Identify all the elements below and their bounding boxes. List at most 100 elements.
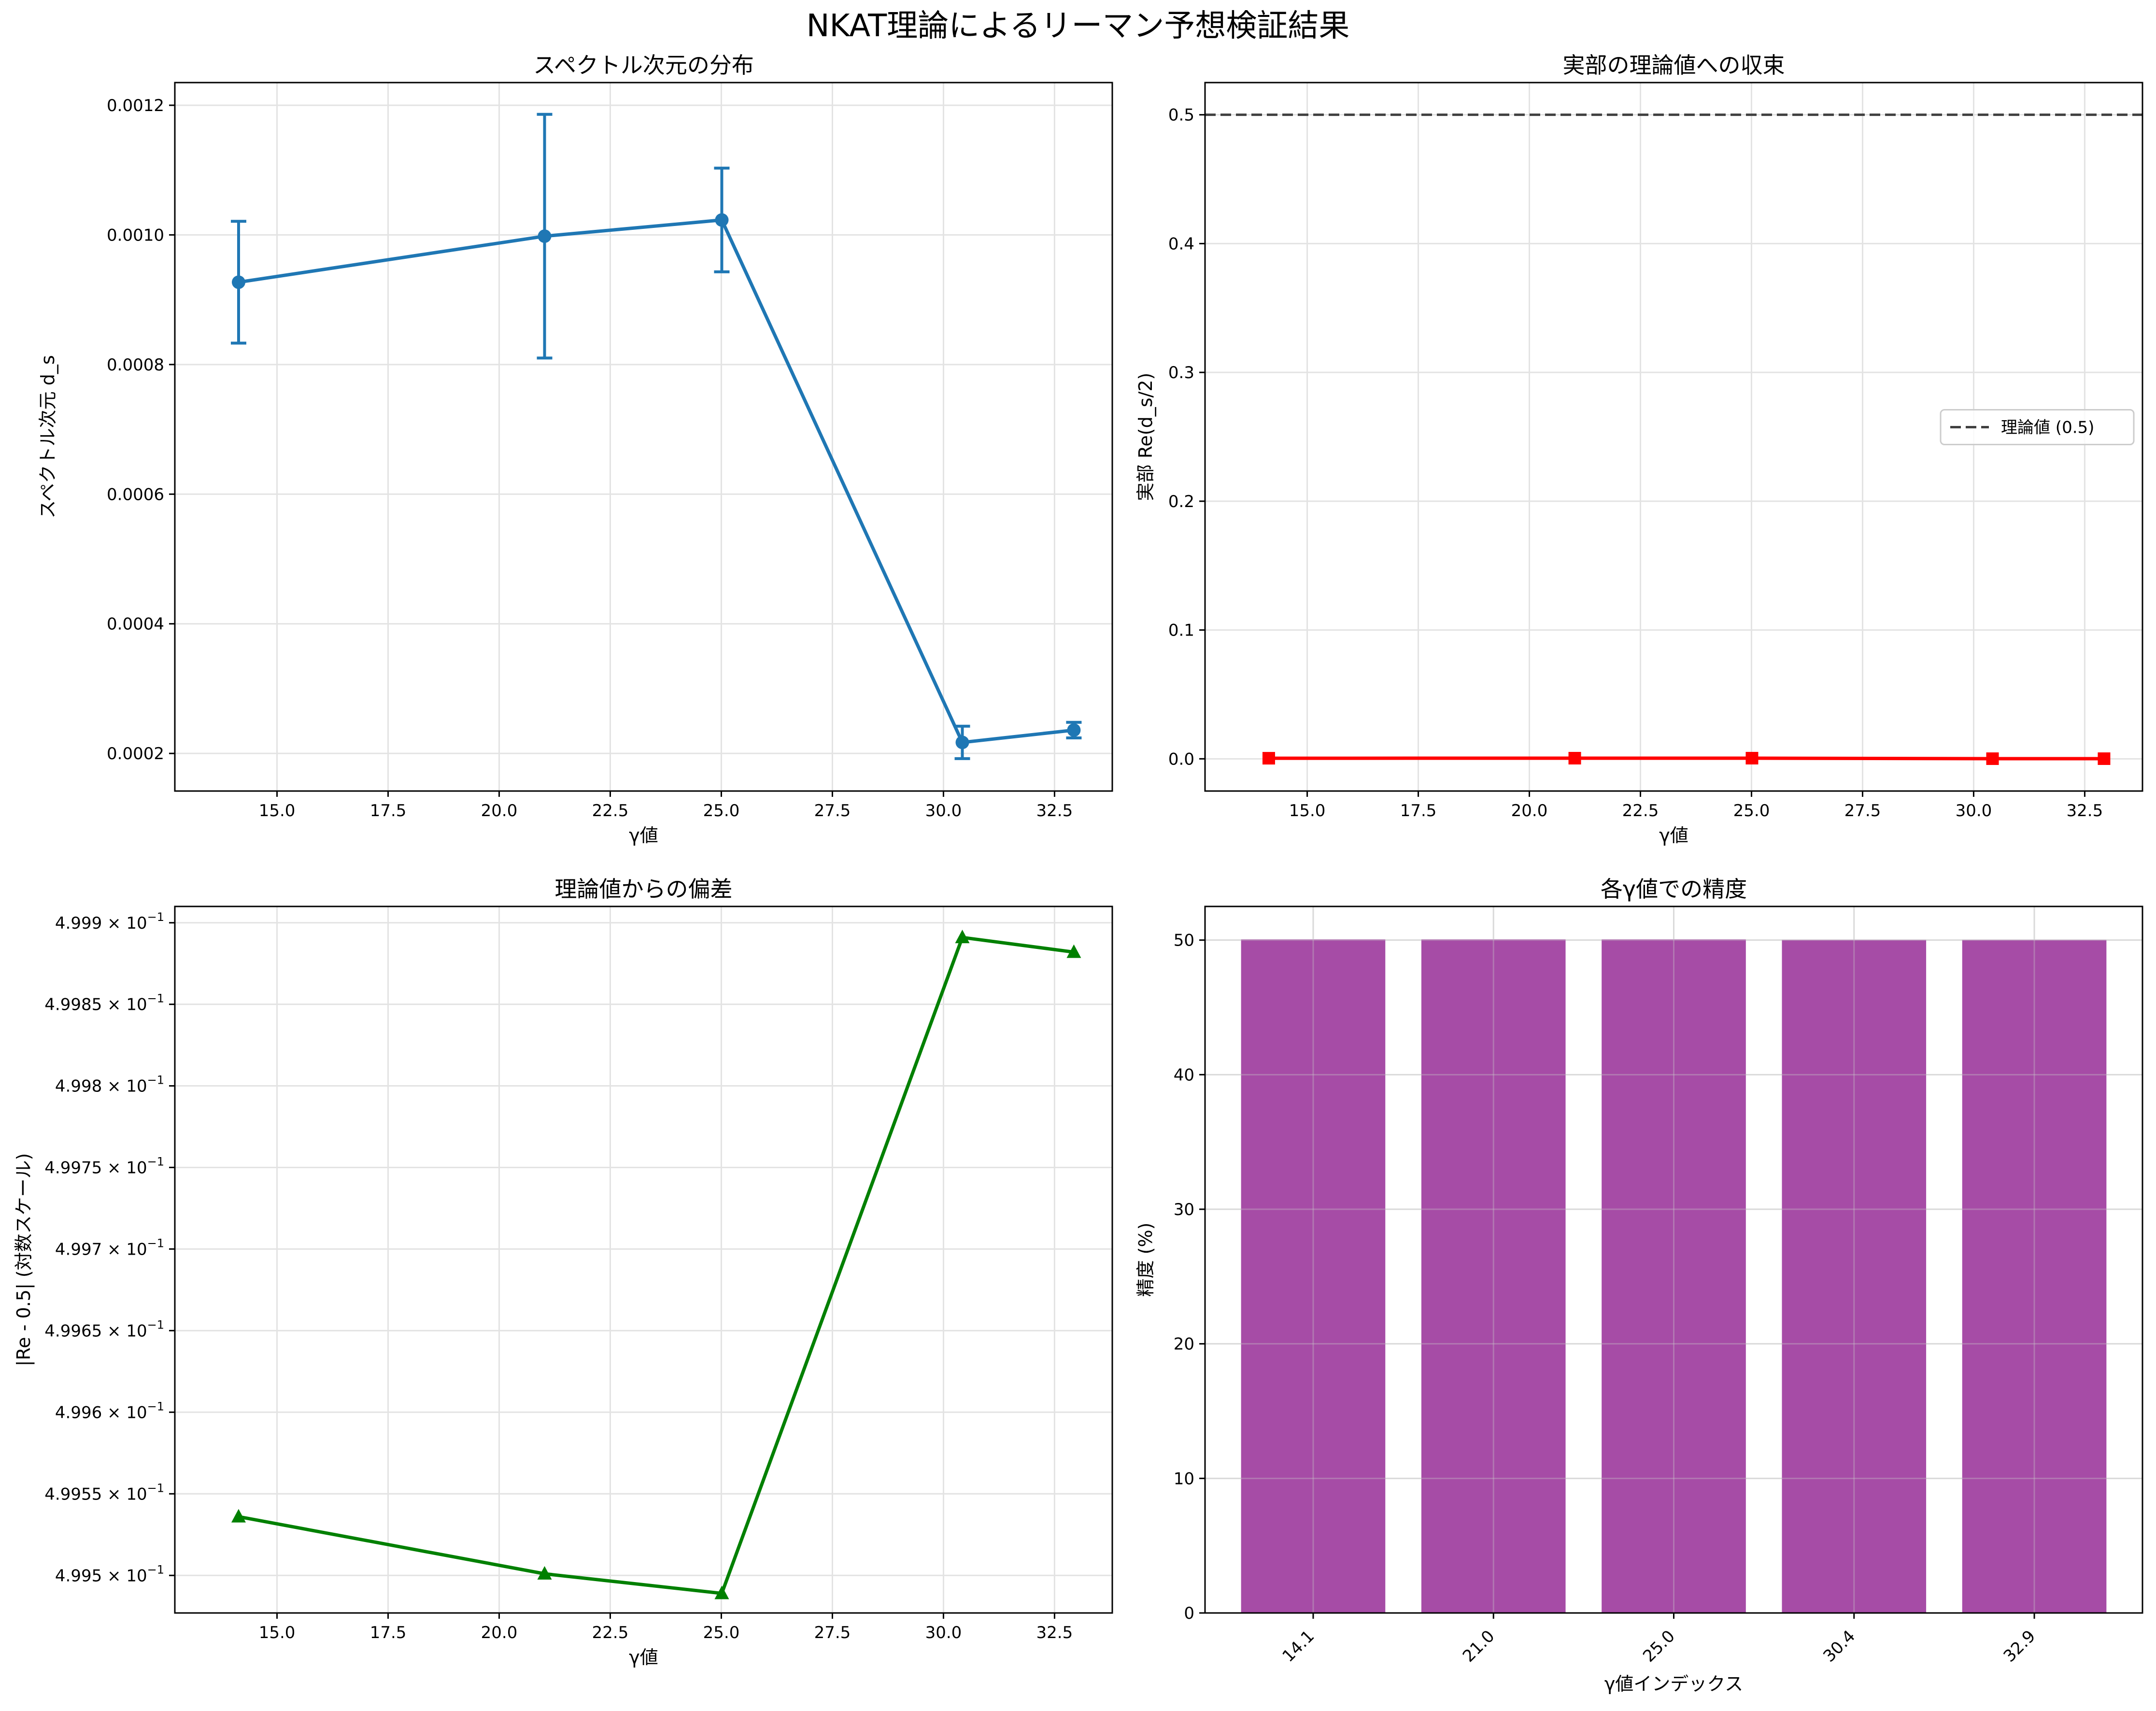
y-tick-mantissa: 4.997 — [55, 1240, 107, 1259]
y-tick-label: 30 — [1174, 1200, 1194, 1219]
bar — [1241, 939, 1386, 1613]
x-tick-label: 25.0 — [703, 1623, 740, 1642]
y-tick-label: 0.0008 — [107, 355, 164, 375]
subplot-title: 実部の理論値への収束 — [1563, 52, 1785, 78]
y-tick-label: 4.9965 × 10−1 — [44, 1318, 164, 1341]
y-tick-label: 4.9955 × 10−1 — [44, 1481, 164, 1504]
data-point — [955, 930, 970, 944]
data-point — [231, 1509, 246, 1523]
y-tick-label: 0.5 — [1168, 106, 1194, 125]
y-tick-label: 4.995 × 10−1 — [55, 1563, 164, 1585]
y-axis-label: 実部 Re(d_s/2) — [1135, 373, 1156, 501]
data-point — [1745, 751, 1759, 764]
y-tick-base: × 10 — [107, 1403, 147, 1422]
x-axis-label: γ値 — [629, 825, 658, 846]
y-tick-label: 0.4 — [1168, 234, 1194, 254]
series-line — [1268, 756, 2104, 761]
bar — [1782, 940, 1927, 1613]
subplot-2: 15.0 17.5 20.0 22.5 25.0 27.5 30.0 32.5 0.0 0.1 0.… — [1135, 52, 2143, 846]
y-tick-label: 0.0 — [1168, 749, 1194, 769]
data-point — [955, 735, 969, 749]
x-tick-label: 17.5 — [370, 1623, 407, 1642]
series-line — [238, 935, 1074, 1595]
x-tick-label: 15.0 — [259, 1623, 296, 1642]
y-tick-label: 0.3 — [1168, 363, 1194, 382]
y-tick-label: 0.2 — [1168, 492, 1194, 511]
x-tick-label: 30.4 — [1819, 1626, 1859, 1666]
y-tick-label: 4.999 × 10−1 — [55, 910, 164, 933]
legend-label: 理論値 (0.5) — [2001, 418, 2094, 438]
x-tick-label: 27.5 — [814, 801, 851, 820]
y-tick-exponent: −1 — [147, 1400, 164, 1413]
x-tick-label: 14.1 — [1279, 1626, 1319, 1666]
x-tick-label: 22.5 — [592, 801, 629, 820]
data-point — [1067, 723, 1081, 737]
y-tick-label: 0.0004 — [107, 615, 164, 634]
y-tick-mantissa: 4.9955 — [44, 1485, 107, 1504]
data-point — [537, 1566, 552, 1580]
bar — [1602, 939, 1746, 1613]
x-tick-label: 20.0 — [481, 801, 518, 820]
subplot-grid: 15.0 17.5 20.0 22.5 25.0 27.5 30.0 32.5 0.0002 0.… — [13, 52, 2143, 1695]
data-point — [2098, 752, 2111, 765]
y-axis-label: スペクトル次元 d_s — [37, 355, 58, 518]
y-tick-mantissa: 4.9975 — [44, 1158, 107, 1177]
x-tick-label: 30.0 — [925, 801, 962, 820]
data-point — [715, 213, 729, 227]
y-tick-exponent: −1 — [147, 1074, 164, 1087]
x-tick-label: 27.5 — [1844, 801, 1881, 820]
x-tick-label: 20.0 — [1511, 801, 1548, 820]
y-tick-mantissa: 4.999 — [55, 914, 107, 933]
data-point — [231, 275, 245, 289]
x-tick-label: 15.0 — [1289, 801, 1326, 820]
y-tick-base: × 10 — [107, 914, 147, 933]
x-tick-label: 20.0 — [481, 1623, 518, 1642]
series-line — [238, 218, 1074, 744]
y-tick-label: 0.0002 — [107, 744, 164, 764]
x-tick-label: 22.5 — [1622, 801, 1659, 820]
y-axis-label: |Re - 0.5| (対数スケール) — [13, 1153, 35, 1367]
y-tick-label: 0.0012 — [107, 96, 164, 115]
y-tick-label: 0.0010 — [107, 226, 164, 245]
data-point — [1262, 752, 1275, 765]
y-tick-label: 50 — [1174, 931, 1194, 950]
y-tick-label: 4.9975 × 10−1 — [44, 1155, 164, 1177]
axes-frame — [1204, 82, 2143, 792]
y-tick-mantissa: 4.995 — [55, 1566, 107, 1585]
y-tick-label: 0.0006 — [107, 485, 164, 504]
y-tick-exponent: −1 — [147, 1155, 164, 1168]
data-point — [714, 1585, 729, 1599]
y-axis-label: 精度 (%) — [1135, 1223, 1156, 1297]
y-tick-base: × 10 — [107, 1077, 147, 1096]
y-tick-exponent: −1 — [147, 1318, 164, 1331]
axes-frame — [174, 82, 1113, 792]
y-tick-base: × 10 — [107, 1321, 147, 1341]
y-tick-label: 20 — [1174, 1335, 1194, 1354]
y-tick-label: 40 — [1174, 1065, 1194, 1085]
y-tick-mantissa: 4.996 — [55, 1403, 107, 1422]
y-tick-base: × 10 — [107, 1566, 147, 1585]
x-tick-label: 25.0 — [703, 801, 740, 820]
data-point — [1986, 752, 1999, 765]
x-tick-label: 32.9 — [2000, 1626, 2040, 1666]
y-tick-base: × 10 — [107, 1485, 147, 1504]
x-tick-label: 21.0 — [1459, 1626, 1499, 1666]
y-tick-label: 4.996 × 10−1 — [55, 1400, 164, 1422]
x-tick-label: 32.5 — [1036, 801, 1073, 820]
y-tick-label: 0.1 — [1168, 621, 1194, 640]
x-tick-label: 25.0 — [1639, 1626, 1679, 1666]
bar — [1421, 939, 1566, 1613]
y-tick-mantissa: 4.9965 — [44, 1321, 107, 1341]
y-tick-mantissa: 4.9985 — [44, 995, 107, 1015]
x-tick-label: 15.0 — [259, 801, 296, 820]
subplot-3: 15.0 17.5 20.0 22.5 25.0 27.5 30.0 32.5 4.995 × … — [13, 876, 1113, 1668]
y-tick-label: 10 — [1174, 1469, 1194, 1488]
data-point — [538, 229, 552, 243]
axes-frame — [174, 905, 1113, 1614]
subplot-title: 各γ値での精度 — [1601, 876, 1747, 902]
x-axis-label: γ値インデックス — [1604, 1673, 1743, 1695]
x-tick-label: 25.0 — [1733, 801, 1770, 820]
y-tick-label: 4.997 × 10−1 — [55, 1236, 164, 1259]
x-tick-label: 30.0 — [925, 1623, 962, 1642]
